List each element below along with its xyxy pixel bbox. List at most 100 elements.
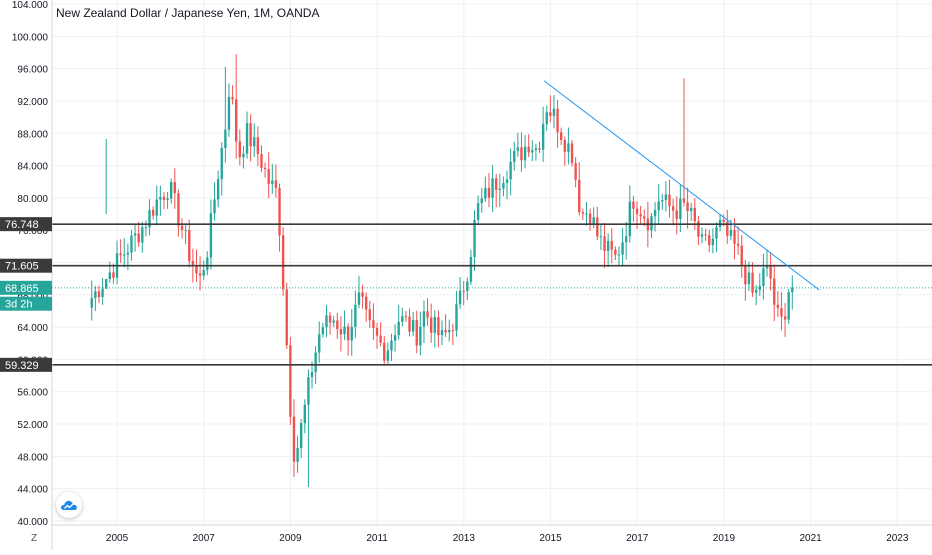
candle-body [318, 334, 321, 353]
candle [220, 142, 223, 196]
candle [639, 205, 642, 226]
candle [657, 183, 660, 225]
candle [513, 141, 516, 171]
candle [469, 249, 473, 285]
candle-body [466, 281, 469, 291]
candle-body [534, 148, 538, 150]
price-label: 68.865 [5, 283, 39, 295]
candle-body [148, 209, 151, 228]
candle-body [300, 423, 303, 449]
candle-body [588, 213, 592, 224]
price-label: 76.748 [5, 219, 39, 231]
candle-body [314, 352, 317, 373]
candle-body [285, 289, 288, 346]
candle-body [137, 233, 140, 243]
candle [285, 282, 288, 350]
candle-body [429, 317, 433, 333]
timezone-button[interactable]: Z [31, 533, 38, 544]
candle-body [253, 137, 256, 147]
candle [773, 264, 776, 322]
candle-body [679, 198, 682, 219]
candle [671, 198, 675, 226]
candle [321, 322, 325, 338]
candle-body [289, 345, 292, 417]
candle-body [726, 221, 729, 236]
candle [296, 435, 299, 473]
candle-body [700, 234, 704, 237]
candle [339, 316, 343, 352]
candle-body [126, 252, 130, 255]
candle [791, 275, 794, 310]
candle [336, 312, 339, 339]
candle [274, 164, 278, 198]
candle [170, 178, 173, 204]
candle [343, 310, 346, 340]
candle-body [184, 230, 187, 232]
candle-body [603, 236, 606, 252]
candle-body [480, 198, 483, 204]
candle [494, 173, 498, 208]
tradingview-logo[interactable] [56, 492, 82, 518]
candle-body [188, 230, 191, 261]
candle-body [487, 187, 491, 198]
candle [617, 246, 621, 266]
candle [527, 134, 530, 157]
candle-body [281, 235, 285, 290]
candle-body [97, 291, 101, 298]
candle [292, 399, 296, 477]
candle-body [278, 188, 281, 236]
candle [668, 179, 671, 218]
candle-body [180, 225, 184, 231]
y-tick-label: 40.000 [17, 517, 48, 528]
candle-body [556, 108, 559, 133]
candle [780, 292, 783, 331]
candle [198, 256, 202, 291]
candle-body [494, 178, 498, 190]
candle [278, 183, 281, 252]
candle-body [350, 326, 353, 341]
price-label: 59.329 [5, 360, 39, 372]
candle [697, 215, 700, 246]
candle-body [578, 179, 581, 213]
candle-body [238, 141, 241, 158]
candle [740, 235, 743, 278]
x-tick-label: 2023 [886, 533, 909, 544]
price-label-box [0, 280, 52, 295]
candle-body [643, 216, 646, 219]
candle-body [346, 326, 350, 341]
candle-body [549, 112, 552, 116]
candle-body [639, 214, 642, 217]
candle [328, 312, 332, 335]
candle-body [397, 321, 400, 336]
candle-body [112, 272, 115, 278]
candle [177, 189, 180, 237]
candle-body [390, 340, 393, 351]
candle [650, 212, 653, 239]
candle [115, 240, 119, 285]
candle [563, 136, 566, 166]
candle-body [271, 180, 274, 184]
candle-body [653, 210, 657, 217]
candle-body [296, 448, 299, 462]
candle [123, 238, 126, 268]
candle-body [343, 326, 346, 335]
candle-body [267, 168, 270, 184]
candle-body [596, 217, 599, 237]
candle-body [455, 304, 458, 331]
candle [440, 320, 444, 345]
candle-body [621, 242, 624, 255]
candle [451, 323, 455, 346]
candle [744, 259, 747, 301]
candle [133, 224, 137, 252]
price-label: 3d 2h [5, 299, 33, 311]
candle [578, 162, 581, 216]
candle-body [383, 342, 386, 361]
candle-body [469, 256, 473, 282]
candle-body [606, 241, 610, 252]
candle [455, 290, 458, 337]
candle-body [162, 196, 166, 200]
candle [224, 67, 227, 163]
candle [238, 129, 241, 166]
